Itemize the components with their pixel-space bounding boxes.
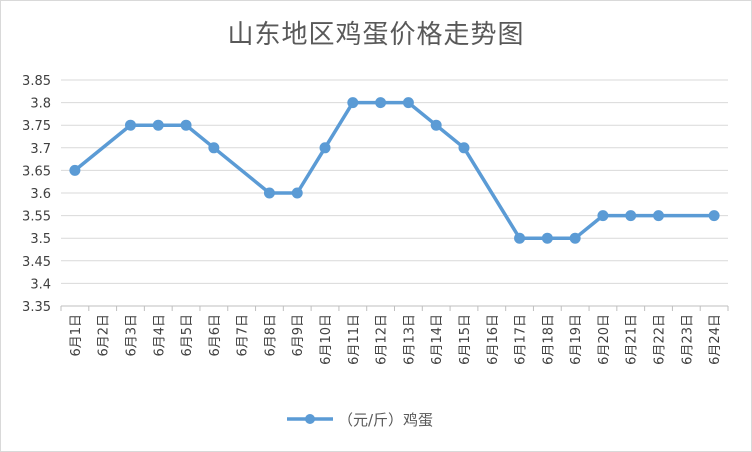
gridlines [61, 79, 728, 307]
x-tick-label: 6月11日 [347, 314, 362, 365]
y-tick-label: 3.5 [30, 232, 51, 247]
x-tick-label: 6月7日 [236, 314, 251, 357]
data-point [319, 142, 331, 154]
x-tick-label: 6月20日 [597, 314, 612, 365]
x-tick-label: 6月5日 [180, 314, 195, 357]
data-point [569, 232, 581, 244]
legend-label: （元/斤）鸡蛋 [338, 411, 433, 429]
x-tick-label: 6月8日 [263, 314, 278, 357]
series-line [73, 100, 715, 240]
series-group [69, 97, 720, 244]
data-point [180, 119, 192, 131]
legend: （元/斤）鸡蛋 [287, 411, 433, 429]
x-tick-label: 6月9日 [291, 314, 306, 357]
x-tick-label: 6月14日 [430, 314, 445, 365]
data-point [124, 119, 136, 131]
y-tick-label: 3.35 [22, 300, 51, 315]
x-tick-label: 6月16日 [486, 314, 501, 365]
data-point [291, 187, 303, 199]
data-point [541, 232, 553, 244]
y-axis-ticks: 3.85 3.8 3.75 3.7 3.65 3.6 3.55 3.5 3.45 3.4 3.35 [22, 74, 51, 315]
x-axis [60, 305, 729, 311]
data-point [625, 210, 637, 222]
data-point [347, 97, 359, 109]
data-point [708, 210, 720, 222]
x-tick-label: 6月21日 [625, 314, 640, 365]
legend-marker [305, 414, 315, 424]
x-tick-label: 6月6日 [208, 314, 223, 357]
data-point [375, 97, 387, 109]
x-tick-label: 6月22日 [653, 314, 668, 365]
chart-title: 山东地区鸡蛋价格走势图 [227, 20, 525, 50]
x-tick-label: 6月3日 [124, 314, 139, 357]
x-axis-ticks: 6月1日 6月2日 6月3日 6月4日 6月5日 6月6日 6月7日 6月8日 6月9日 6月10… [69, 314, 723, 365]
y-tick-label: 3.55 [22, 210, 51, 225]
data-point [69, 164, 81, 176]
x-tick-label: 6月1日 [69, 314, 84, 357]
y-tick-label: 3.85 [22, 74, 51, 89]
x-tick-label: 6月23日 [680, 314, 695, 365]
x-tick-label: 6月12日 [375, 314, 390, 365]
data-point [152, 119, 164, 131]
data-point [514, 232, 526, 244]
x-tick-label: 6月19日 [569, 314, 584, 365]
y-tick-label: 3.65 [22, 164, 51, 179]
data-point [263, 187, 275, 199]
data-point [458, 142, 470, 154]
x-tick-label: 6月2日 [97, 314, 112, 357]
y-tick-label: 3.4 [30, 277, 51, 292]
data-point [430, 119, 442, 131]
y-tick-label: 3.6 [30, 187, 51, 202]
y-tick-label: 3.45 [22, 255, 51, 270]
x-tick-label: 6月15日 [458, 314, 473, 365]
y-tick-label: 3.75 [22, 119, 51, 134]
x-tick-label: 6月18日 [541, 314, 556, 365]
x-tick-label: 6月17日 [514, 314, 529, 365]
x-tick-label: 6月10日 [319, 314, 334, 365]
y-tick-label: 3.8 [30, 97, 51, 112]
data-point [653, 210, 665, 222]
data-point [597, 210, 609, 222]
y-tick-label: 3.7 [30, 142, 51, 157]
data-point [402, 97, 414, 109]
data-point [208, 142, 220, 154]
x-tick-label: 6月24日 [708, 314, 723, 365]
x-tick-label: 6月4日 [152, 314, 167, 357]
x-tick-label: 6月13日 [402, 314, 417, 365]
